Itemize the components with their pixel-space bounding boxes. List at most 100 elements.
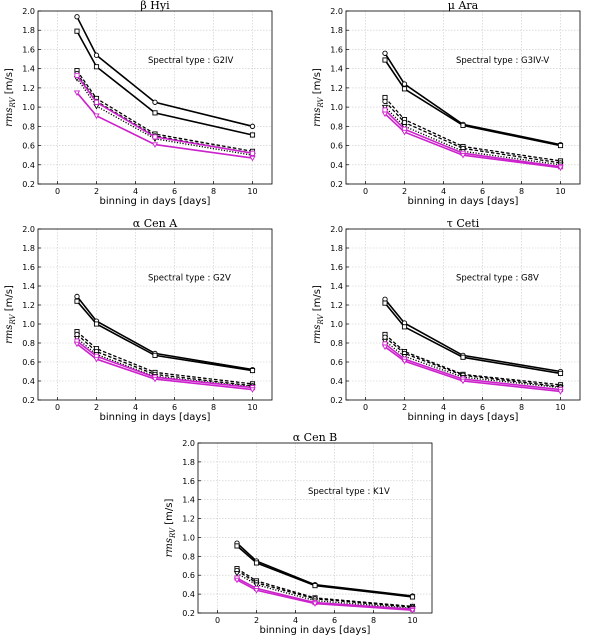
series-line-magenta-square — [236, 577, 413, 610]
data-point-magenta-square — [249, 150, 256, 156]
y-tick-label: 0.2 — [182, 609, 195, 618]
data-point-magenta-triangle — [151, 142, 159, 148]
y-tick-label: 1.0 — [22, 103, 35, 112]
data-point-magenta-triangle — [73, 90, 81, 97]
data-point-dotted-triangle — [401, 124, 408, 130]
series-line-solid-square — [76, 30, 253, 136]
series-line-solid-square — [236, 545, 413, 598]
y-tick-label: 1.2 — [22, 301, 35, 310]
x-tick-label: 6 — [172, 403, 177, 412]
spectral-type-annotation: Spectral type : G2V — [148, 273, 231, 283]
y-axis-label: rmsRV [m/s] — [4, 285, 17, 344]
data-point-magenta-triangle — [233, 577, 241, 584]
y-tick-label: 1.6 — [330, 45, 343, 54]
data-point-magenta-triangle — [311, 601, 319, 607]
data-point-magenta-triangle — [401, 358, 408, 365]
data-point-magenta-triangle — [401, 129, 408, 136]
chart-panel-2: 0.2 0.4 0.6 0.8 1.0 1.2 1.4 1.6 1.8 2.0 0 2 4 6 8 10 μ A… — [312, 0, 581, 207]
data-point-magenta-triangle — [459, 152, 467, 159]
series-line-solid-circle — [236, 542, 413, 597]
y-tick-label: 1.2 — [330, 84, 343, 93]
data-point-solid-square — [152, 110, 158, 116]
y-tick-label: 1.2 — [330, 301, 343, 310]
x-tick-label: 0 — [215, 616, 220, 625]
series-line-magenta-square — [384, 109, 561, 168]
data-point-dotted-triangle — [381, 104, 389, 111]
data-point-magenta-triangle — [381, 111, 389, 118]
data-point-solid-circle — [74, 14, 80, 20]
series-line-dashed-square — [76, 331, 253, 385]
data-point-solid-square — [382, 57, 388, 63]
data-point-magenta-triangle — [381, 344, 389, 351]
data-point-magenta-triangle — [409, 607, 416, 614]
data-point-solid-square — [401, 86, 408, 92]
chart-panel-1: 0.2 0.4 0.6 0.8 1.0 1.2 1.4 1.6 1.8 2.0 0 2 4 6 8 10 β H… — [4, 0, 273, 207]
data-point-magenta-square — [152, 134, 158, 140]
data-point-solid-square — [249, 132, 256, 138]
y-axis-label: rmsRV [m/s] — [312, 68, 325, 127]
data-point-magenta-triangle — [249, 387, 256, 393]
series-line-dotted-triangle — [384, 106, 561, 166]
plot-frame — [197, 442, 433, 614]
x-tick-label: 8 — [519, 187, 524, 196]
series-line-magenta-triangle — [236, 579, 413, 611]
x-tick-label: 4 — [441, 187, 446, 196]
series-line-magenta-triangle — [384, 113, 561, 169]
y-tick-label: 1.8 — [182, 458, 195, 467]
y-tick-label: 2.0 — [22, 225, 35, 234]
x-tick-label: 2 — [402, 403, 407, 412]
chart-title: μ Ara — [448, 0, 479, 12]
series-line-magenta-square — [76, 340, 253, 389]
data-point-magenta-triangle — [557, 389, 564, 395]
data-point-solid-square — [557, 143, 564, 149]
x-tick-label: 8 — [211, 403, 216, 412]
chart-title: α Cen B — [293, 431, 338, 444]
x-tick-label: 6 — [332, 616, 337, 625]
data-point-solid-square — [382, 300, 388, 306]
data-point-solid-circle — [74, 293, 80, 300]
series-line-dashed-circle — [76, 73, 253, 154]
series-line-magenta-triangle — [384, 346, 561, 393]
series-line-solid-square — [384, 59, 561, 147]
series-line-dashed-square — [236, 568, 413, 608]
series-line-solid-circle — [76, 16, 253, 128]
y-tick-label: 0.6 — [182, 571, 195, 580]
x-tick-label: 4 — [133, 403, 138, 412]
data-point-dashed-circle — [74, 331, 80, 338]
x-tick-label: 10 — [407, 616, 417, 625]
plot-frame — [37, 228, 273, 401]
x-tick-label: 8 — [519, 403, 524, 412]
x-tick-label: 8 — [371, 616, 376, 625]
x-tick-label: 0 — [55, 403, 60, 412]
data-point-magenta-triangle — [459, 378, 467, 385]
x-tick-label: 10 — [247, 187, 257, 196]
series-line-dashed-square — [76, 70, 253, 152]
y-tick-label: 1.6 — [330, 263, 343, 272]
series-line-solid-circle — [384, 298, 561, 373]
y-tick-label: 1.0 — [22, 320, 35, 329]
series-line-dashed-circle — [384, 336, 561, 388]
data-point-solid-circle — [249, 123, 256, 129]
series-line-dashed-circle — [236, 569, 413, 608]
series-line-magenta-triangle — [76, 343, 253, 391]
series-line-solid-square — [384, 302, 561, 375]
y-tick-label: 1.2 — [22, 84, 35, 93]
y-tick-label: 0.2 — [22, 180, 35, 189]
series-line-magenta-square — [76, 74, 253, 154]
y-tick-label: 1.8 — [330, 244, 343, 253]
y-tick-label: 0.8 — [330, 122, 343, 131]
x-axis-label: binning in days [days] — [408, 196, 519, 207]
x-tick-label: 2 — [94, 403, 99, 412]
y-tick-label: 1.0 — [182, 533, 195, 542]
y-tick-label: 0.6 — [22, 142, 35, 151]
y-tick-label: 1.4 — [330, 282, 343, 291]
y-tick-label: 1.6 — [22, 45, 35, 54]
data-point-solid-square — [93, 321, 100, 327]
data-point-solid-square — [409, 594, 416, 600]
chart-panel-4: 0.2 0.4 0.6 0.8 1.0 1.2 1.4 1.6 1.8 2.0 0 2 4 6 8 10 τ C… — [312, 217, 581, 423]
data-point-solid-square — [557, 370, 564, 376]
x-axis-label: binning in days [days] — [408, 412, 519, 423]
x-tick-label: 4 — [293, 616, 298, 625]
series-line-dotted-triangle — [76, 77, 253, 156]
